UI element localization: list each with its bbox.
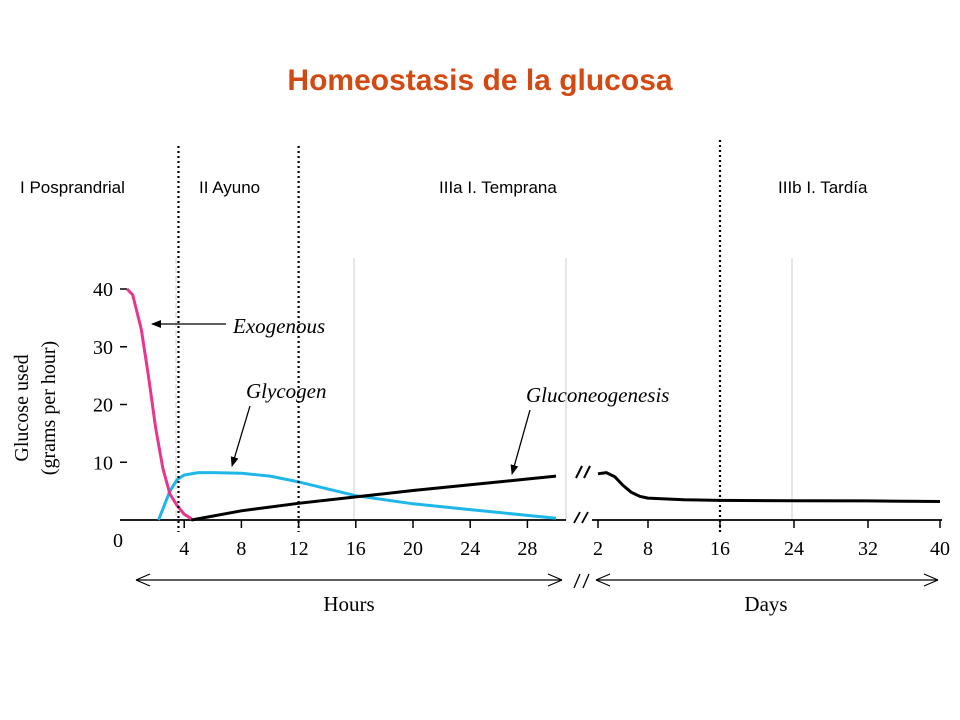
hours-range-arrowheads	[135, 573, 563, 587]
x-tick-label-hours: 28	[517, 538, 537, 560]
y-tick-label: 40	[93, 279, 113, 301]
y-tick-label: 30	[93, 337, 113, 359]
x-tick-label-days: 2	[593, 538, 603, 560]
x-axis-label-days: Days	[744, 592, 787, 616]
x-tick-label-hours: 8	[236, 538, 246, 560]
page-title: Homeostasis de la glucosa	[287, 64, 673, 97]
x-tick-label-days: 24	[784, 538, 804, 560]
phase-label-ayuno: II Ayuno	[199, 178, 261, 197]
phase-label-temprana: IIIa I. Temprana	[439, 178, 557, 197]
series-label-exogenous: Exogenous	[232, 314, 325, 338]
x-tick-label-hours: 24	[460, 538, 480, 560]
x-axis-break-mark	[573, 511, 589, 524]
y-axis-label-line1: Glucose used	[11, 354, 33, 461]
x-tick-label-hours: 4	[179, 538, 189, 560]
glycogen-curve	[157, 471, 557, 521]
y-tick-label: 10	[93, 452, 113, 474]
x-tick-label-hours: 20	[403, 538, 423, 560]
phase-label-posprandrial: I Posprandrial	[20, 178, 125, 197]
phase-label-tardia: IIIb I. Tardía	[778, 178, 868, 197]
x-tick-label-days: 40	[930, 538, 950, 560]
x-tick-label-days: 8	[643, 538, 653, 560]
days-range-arrowheads	[595, 573, 939, 587]
y-tick-label: 20	[93, 395, 113, 417]
y-tick-label: 0	[113, 530, 123, 552]
y-axis-label-line2: (grams per hour)	[38, 341, 60, 475]
gluconeogenesis-curve-days	[597, 471, 941, 503]
gluconeogenesis-curve-hours	[191, 474, 557, 522]
gluconeogenesis-pointer-arrow	[510, 409, 531, 475]
x-tick-label-hours: 12	[289, 538, 309, 560]
x-tick-label-days: 32	[858, 538, 878, 560]
x-axis-label-hours: Hours	[323, 592, 374, 616]
x-tick-label-hours: 16	[346, 538, 366, 560]
series-label-glycogen: Glycogen	[246, 379, 326, 403]
series-label-gluconeogenesis: Gluconeogenesis	[526, 383, 669, 407]
exogenous-curve	[125, 287, 193, 521]
range-break-mark	[573, 573, 590, 589]
glycogen-pointer-arrow	[230, 405, 251, 467]
x-tick-label-days: 16	[710, 538, 730, 560]
curve-break-mark	[575, 465, 591, 479]
